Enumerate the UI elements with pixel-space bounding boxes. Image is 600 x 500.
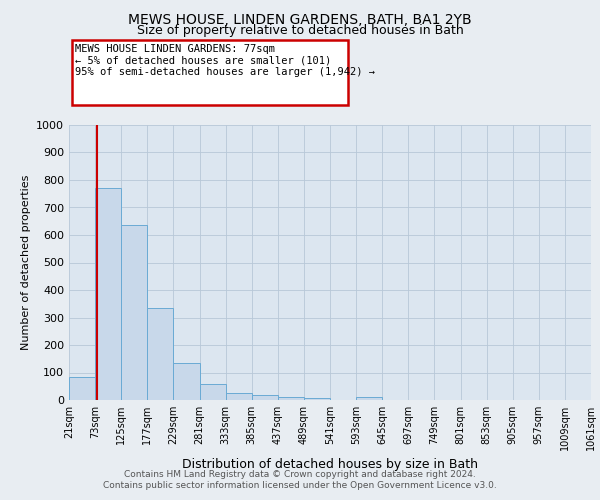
Bar: [356, 396, 382, 400]
Bar: [148, 308, 173, 400]
Bar: [226, 393, 252, 400]
Y-axis label: Number of detached properties: Number of detached properties: [20, 175, 31, 350]
Bar: [95, 188, 121, 400]
Bar: [278, 396, 304, 400]
Text: Contains HM Land Registry data © Crown copyright and database right 2024.: Contains HM Land Registry data © Crown c…: [124, 470, 476, 479]
Bar: [304, 398, 330, 400]
Bar: [252, 394, 278, 400]
Bar: [199, 384, 226, 400]
X-axis label: Distribution of detached houses by size in Bath: Distribution of detached houses by size …: [182, 458, 478, 471]
Bar: [173, 364, 199, 400]
Bar: [121, 226, 148, 400]
Text: MEWS HOUSE, LINDEN GARDENS, BATH, BA1 2YB: MEWS HOUSE, LINDEN GARDENS, BATH, BA1 2Y…: [128, 12, 472, 26]
Text: Contains public sector information licensed under the Open Government Licence v3: Contains public sector information licen…: [103, 481, 497, 490]
Text: Size of property relative to detached houses in Bath: Size of property relative to detached ho…: [137, 24, 463, 37]
Bar: [69, 377, 95, 400]
Text: MEWS HOUSE LINDEN GARDENS: 77sqm
← 5% of detached houses are smaller (101)
95% o: MEWS HOUSE LINDEN GARDENS: 77sqm ← 5% of…: [75, 44, 375, 77]
